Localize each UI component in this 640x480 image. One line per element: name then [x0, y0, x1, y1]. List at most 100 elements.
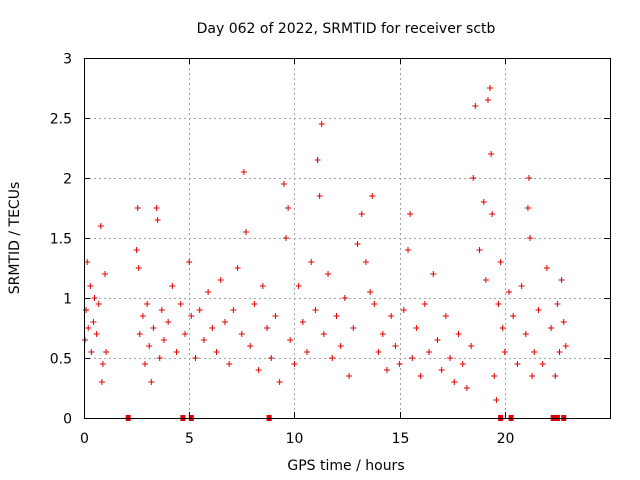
- data-point: [434, 337, 441, 343]
- data-point: [304, 349, 311, 355]
- x-tick-label: 15: [392, 431, 410, 447]
- data-point: [329, 355, 336, 361]
- data-point: [482, 277, 489, 283]
- data-point: [154, 217, 161, 223]
- data-point: [558, 277, 565, 283]
- data-point: [85, 325, 92, 331]
- data-point: [148, 379, 155, 385]
- data-point: [98, 379, 105, 385]
- data-point: [451, 379, 458, 385]
- data-point: [177, 301, 184, 307]
- data-point: [144, 301, 151, 307]
- data-point: [455, 331, 462, 337]
- data-point: [506, 289, 513, 295]
- chart-title: Day 062 of 2022, SRMTID for receiver sct…: [197, 21, 496, 37]
- data-point: [510, 313, 517, 319]
- data-point: [421, 301, 428, 307]
- data-point: [367, 289, 374, 295]
- y-tick-label: 1: [63, 292, 72, 308]
- y-tick-label: 0: [63, 412, 72, 428]
- data-point: [442, 313, 449, 319]
- data-point: [95, 301, 102, 307]
- data-point: [282, 235, 289, 241]
- data-point: [102, 271, 109, 277]
- data-point: [291, 361, 298, 367]
- data-point: [251, 301, 258, 307]
- data-point: [238, 331, 245, 337]
- data-point: [173, 349, 180, 355]
- data-point: [396, 361, 403, 367]
- data-point: [514, 361, 521, 367]
- data-point: [463, 385, 470, 391]
- data-point: [196, 307, 203, 313]
- data-point: [468, 343, 475, 349]
- data-point: [93, 331, 100, 337]
- data-point: [200, 337, 207, 343]
- data-point: [325, 271, 332, 277]
- data-point: [209, 325, 216, 331]
- data-point: [552, 373, 559, 379]
- data-point: [495, 301, 502, 307]
- data-point: [369, 193, 376, 199]
- data-point: [188, 313, 195, 319]
- data-point: [476, 247, 483, 253]
- data-point: [543, 265, 550, 271]
- data-point: [493, 397, 500, 403]
- data-point: [285, 205, 292, 211]
- data-point: [135, 265, 142, 271]
- y-tick-label: 3: [63, 52, 72, 68]
- data-point: [350, 325, 357, 331]
- data-point: [392, 343, 399, 349]
- data-point: [90, 319, 97, 325]
- y-tick-label: 0.5: [50, 352, 72, 368]
- data-point: [556, 349, 563, 355]
- data-point: [217, 277, 224, 283]
- axis-ticks: 0 0.5 1 1.5 2 2.5 3 0 5 10 15 20: [50, 52, 610, 447]
- data-point: [491, 373, 498, 379]
- x-tick-label: 5: [185, 431, 194, 447]
- data-point: [333, 313, 340, 319]
- data-point: [383, 367, 390, 373]
- data-point: [308, 259, 315, 265]
- data-point: [531, 349, 538, 355]
- data-point: [299, 319, 306, 325]
- data-point: [150, 325, 157, 331]
- data-point: [230, 307, 237, 313]
- data-point: [133, 247, 140, 253]
- data-point: [405, 247, 412, 253]
- data-point: [146, 343, 153, 349]
- data-point: [560, 319, 567, 325]
- data-point: [142, 361, 149, 367]
- data-point: [165, 319, 172, 325]
- data-point: [409, 355, 416, 361]
- data-point: [213, 349, 220, 355]
- data-point: [240, 169, 247, 175]
- data-point: [226, 361, 233, 367]
- data-point: [488, 151, 495, 157]
- data-point: [472, 103, 479, 109]
- data-point: [524, 205, 531, 211]
- data-point: [539, 361, 546, 367]
- data-point: [255, 367, 262, 373]
- data-point: [535, 307, 542, 313]
- x-tick-label: 10: [286, 431, 304, 447]
- data-point: [499, 325, 506, 331]
- data-point: [272, 313, 279, 319]
- data-point: [430, 271, 437, 277]
- data-point: [103, 349, 110, 355]
- data-point: [362, 259, 369, 265]
- data-point: [160, 337, 167, 343]
- data-point: [562, 343, 569, 349]
- data-point: [264, 325, 271, 331]
- data-point: [88, 349, 95, 355]
- y-tick-label: 2: [63, 172, 72, 188]
- data-point: [280, 181, 287, 187]
- data-point: [447, 355, 454, 361]
- data-point: [400, 307, 407, 313]
- data-point: [371, 301, 378, 307]
- data-point: [484, 97, 491, 103]
- x-axis-label: GPS time / hours: [287, 458, 404, 474]
- data-point: [358, 211, 365, 217]
- data-point: [487, 85, 494, 91]
